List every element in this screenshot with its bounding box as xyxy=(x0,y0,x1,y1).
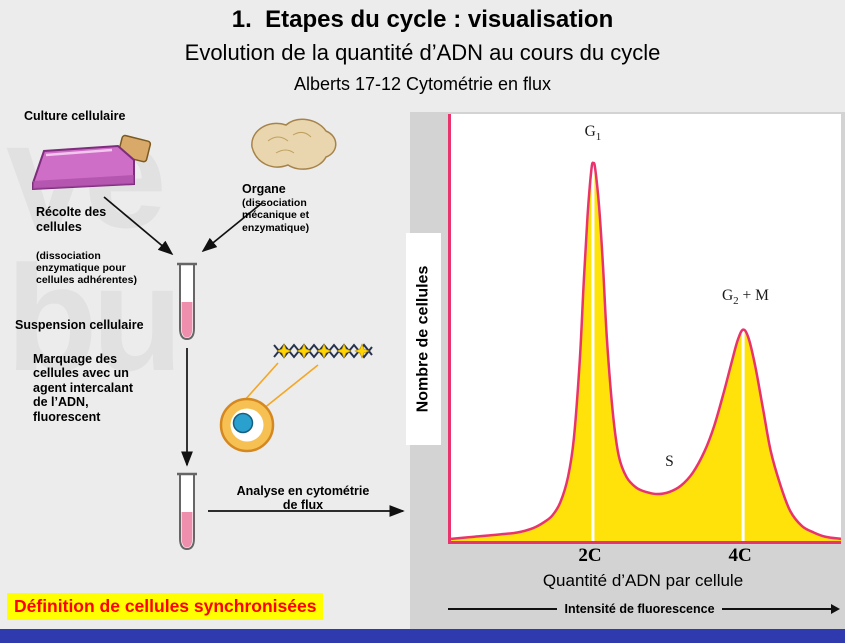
axis-arrow-line-left xyxy=(448,608,558,610)
fluorescent-star-icon xyxy=(276,343,370,359)
harvest-block: Récolte des cellules (dissociation enzym… xyxy=(36,191,166,300)
fluorescence-axis-arrow: Intensité de fluorescence xyxy=(448,600,840,618)
flask-to-tube-arrow xyxy=(103,196,174,256)
axis-arrow-line-right xyxy=(721,608,831,610)
suspension-tube-illustration xyxy=(175,262,199,341)
dna-callout-line xyxy=(243,362,279,402)
analysis-label-line2: de flux xyxy=(282,498,324,513)
culture-cellulaire-label: Culture cellulaire xyxy=(24,109,126,123)
organ-illustration xyxy=(251,118,337,170)
organ-block: Organe (dissociation mécanique et enzyma… xyxy=(242,182,362,234)
y-axis-label: Nombre de cellules xyxy=(406,233,441,445)
organ-to-tube-arrow xyxy=(201,202,263,253)
tick-4c: 4C xyxy=(728,545,752,566)
x-axis-ticks: 2C 4C xyxy=(448,545,838,571)
analysis-label: Analyse en cytométrie de flux xyxy=(213,484,393,513)
flow-histogram-svg xyxy=(451,114,841,541)
cell-nucleus xyxy=(232,412,254,434)
slide-subtitle: Evolution de la quantité d’ADN au cours … xyxy=(184,40,661,65)
labeled-tube-illustration xyxy=(175,472,199,551)
watermark-line: bu xyxy=(6,243,183,392)
synchronized-cells-highlight: Définition de cellules synchronisées xyxy=(7,593,324,620)
harvest-title: Récolte des cellules xyxy=(36,205,107,234)
analysis-label-line1: Analyse en cytométrie xyxy=(236,484,370,498)
peak-label-g1: G1 xyxy=(584,122,602,143)
x-axis-label: Quantité d’ADN par cellule xyxy=(542,571,744,590)
fluorescence-axis-label: Intensité de fluorescence xyxy=(564,602,715,616)
background-watermark: ve bu xyxy=(6,100,183,392)
slide-title: 1. Etapes du cycle : visualisation xyxy=(231,6,614,33)
harvest-note: (dissociation enzymatique pour cellules … xyxy=(36,249,137,286)
cell-illustration xyxy=(219,397,275,453)
labeling-text: Marquage des cellules avec un agent inte… xyxy=(33,352,134,424)
valley-label-s: S xyxy=(665,453,674,471)
suspension-label: Suspension cellulaire xyxy=(15,318,144,332)
flow-histogram-chart: G1 G2 + M S xyxy=(448,114,841,544)
organ-title: Organe xyxy=(242,182,286,196)
organ-note: (dissociation mécanique et enzymatique) xyxy=(242,197,310,234)
peak-label-g2m: G2 + M xyxy=(721,286,769,308)
culture-flask-illustration xyxy=(32,134,152,191)
figure-reference: Alberts 17-12 Cytométrie en flux xyxy=(293,74,552,94)
y-axis-label-text: Nombre de cellules xyxy=(414,265,432,413)
dna-strand-illustration xyxy=(273,343,373,359)
diagram-artwork xyxy=(32,118,405,551)
bottom-blue-bar xyxy=(0,629,845,643)
tick-2c: 2C xyxy=(578,545,602,566)
axis-arrowhead-icon xyxy=(831,604,840,614)
dna-callout-line xyxy=(262,364,319,410)
